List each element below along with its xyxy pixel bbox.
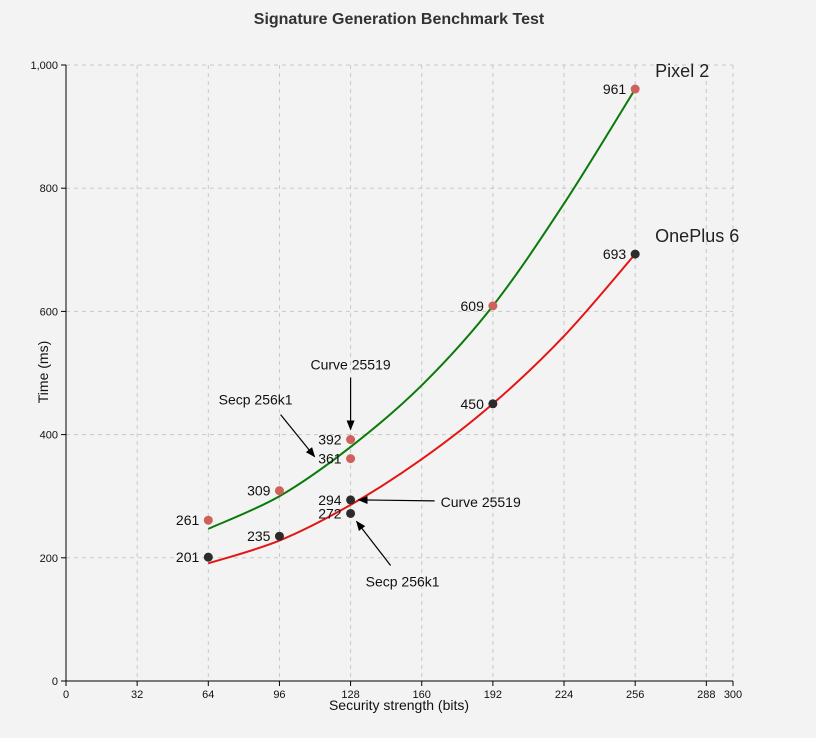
y-tick-label: 800 — [40, 183, 58, 195]
data-label: 201 — [176, 549, 200, 565]
data-label: 961 — [603, 81, 627, 97]
y-tick-label: 200 — [40, 553, 58, 565]
data-point — [203, 515, 213, 525]
y-tick-label: 1,000 — [30, 60, 58, 72]
annotation-label: Curve 25519 — [441, 494, 521, 510]
x-tick-label: 288 — [697, 689, 715, 701]
series-name-label: Pixel 2 — [655, 61, 709, 81]
x-tick-label: 64 — [202, 689, 214, 701]
data-point — [346, 454, 356, 464]
data-point — [346, 495, 356, 505]
data-label: 235 — [247, 528, 271, 544]
data-label: 450 — [461, 396, 485, 412]
annotation-arrows — [280, 377, 435, 566]
data-label: 361 — [318, 451, 342, 467]
annotation-arrow — [355, 520, 392, 566]
y-tick-label: 400 — [40, 430, 58, 442]
data-point — [274, 486, 284, 496]
data-label: 294 — [318, 492, 342, 508]
data-point — [488, 399, 498, 409]
annotation-arrow — [357, 496, 435, 505]
y-tick-label: 0 — [52, 676, 58, 688]
annotation-label: Curve 25519 — [311, 357, 391, 373]
data-label: 609 — [461, 298, 485, 314]
annotation-label: Secp 256k1 — [219, 392, 293, 408]
data-points — [203, 84, 640, 562]
x-tick-label: 160 — [413, 689, 431, 701]
x-axis-title: Security strength (bits) — [329, 697, 469, 713]
data-point — [203, 552, 213, 562]
data-label: 309 — [247, 483, 271, 499]
grid-lines — [66, 64, 734, 681]
x-tick-label: 256 — [626, 689, 644, 701]
annotation-arrow — [280, 414, 316, 458]
y-axis-title: Time (ms) — [35, 341, 51, 403]
annotation-label: Secp 256k1 — [366, 573, 440, 589]
x-tick-label: 300 — [724, 689, 742, 701]
x-tick-label: 224 — [555, 689, 573, 701]
x-tick-label: 0 — [63, 689, 69, 701]
axes: 0 32 64 96 128 160 192 224 256 288 300 0 200 400 600 80… — [30, 60, 742, 701]
series-line-pixel-2 — [207, 88, 637, 530]
x-tick-label: 96 — [273, 689, 285, 701]
data-label: 261 — [176, 512, 200, 528]
data-point — [346, 435, 356, 445]
x-tick-label: 128 — [341, 689, 359, 701]
chart-title: Signature Generation Benchmark Test — [254, 11, 545, 28]
data-label: 272 — [318, 505, 342, 521]
x-tick-label: 32 — [131, 689, 143, 701]
y-tick-label: 600 — [40, 306, 58, 318]
data-point — [274, 531, 284, 541]
x-tick-label: 192 — [484, 689, 502, 701]
data-label: 693 — [603, 246, 627, 262]
data-point — [488, 301, 498, 311]
data-point — [630, 84, 640, 94]
data-label: 392 — [318, 432, 342, 448]
data-point — [630, 249, 640, 259]
data-point — [346, 508, 356, 518]
series-name-label: OnePlus 6 — [655, 226, 739, 246]
